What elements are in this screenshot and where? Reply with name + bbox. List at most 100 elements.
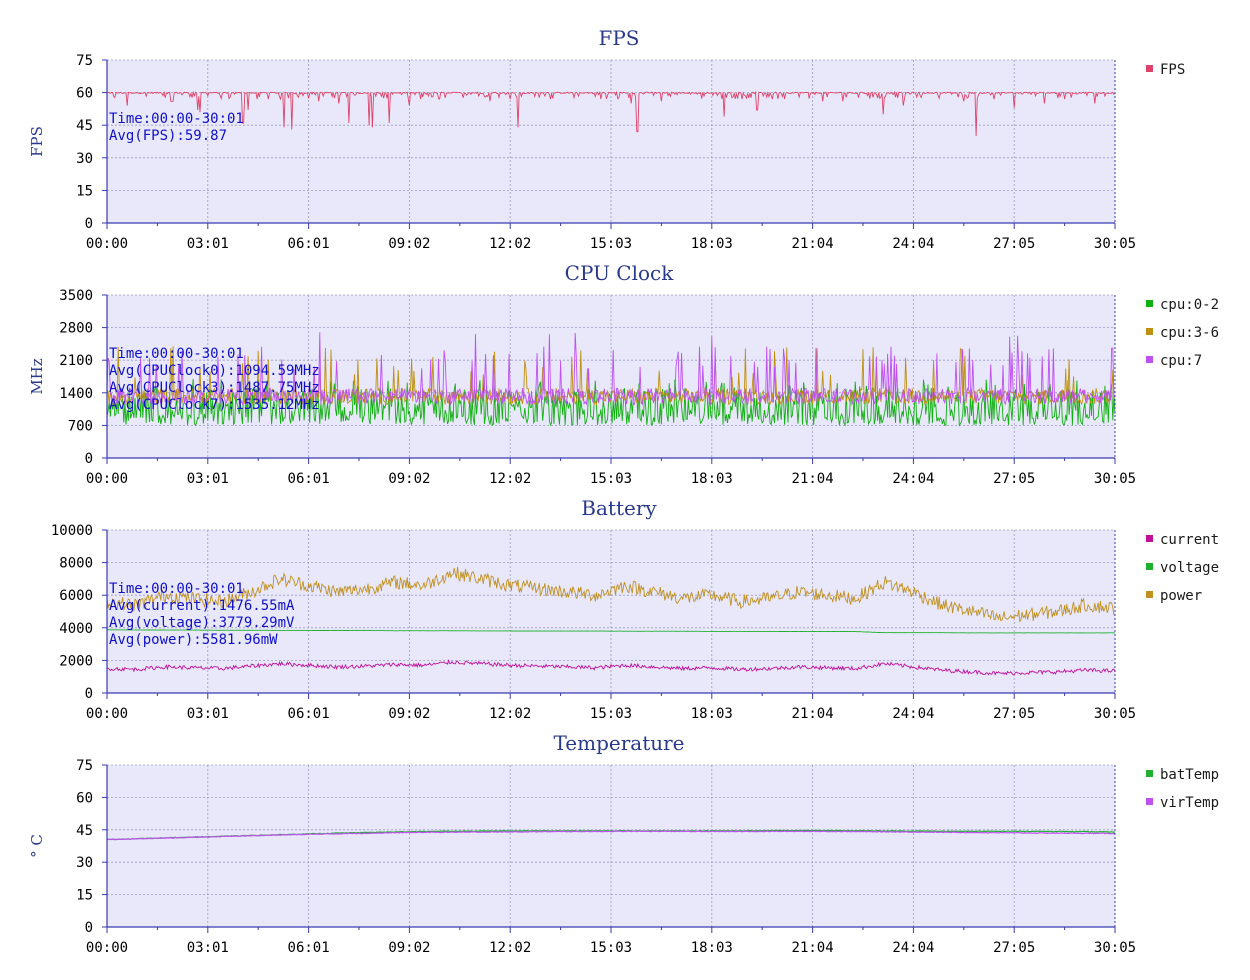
y-tick-label: 700 [68, 418, 93, 434]
x-tick-label: 03:01 [187, 940, 229, 956]
x-tick-label: 18:03 [691, 706, 733, 722]
annotation-text: Avg(FPS):59.87 [109, 128, 227, 144]
y-tick-label: 2000 [59, 653, 93, 669]
y-tick-label: 8000 [59, 556, 93, 572]
x-tick-label: 12:02 [489, 940, 531, 956]
legend-label: cpu:7 [1160, 353, 1202, 369]
annotation-text: Time:00:00-30:01 [109, 581, 244, 597]
legend-label: voltage [1160, 560, 1219, 576]
x-tick-label: 18:03 [691, 940, 733, 956]
chart-panel-3: batTemp virTemp 00:00 03:01 06:01 09:02 12:02 1… [28, 731, 1219, 956]
chart-title: CPU Clock [565, 261, 675, 285]
series-line-cpu-0-2 [106, 378, 1116, 427]
x-tick-label: 15:03 [590, 471, 632, 487]
x-tick-label: 15:03 [590, 940, 632, 956]
x-tick-label: 06:01 [288, 706, 330, 722]
series-line-voltage [106, 629, 1115, 634]
y-tick-label: 1400 [59, 386, 93, 402]
legend-swatch [1146, 563, 1153, 570]
legend-label: cpu:3-6 [1160, 325, 1219, 341]
chart-title: Battery [581, 496, 657, 520]
chart-panel-2: current voltage power 00:00 03:01 06:01 09:02 1… [51, 496, 1219, 722]
x-tick-label: 03:01 [187, 236, 229, 252]
x-tick-label: 18:03 [691, 471, 733, 487]
x-tick-label: 30:05 [1094, 940, 1136, 956]
x-tick-label: 00:00 [86, 706, 128, 722]
x-tick-label: 12:02 [489, 471, 531, 487]
legend-swatch [1146, 535, 1153, 542]
series-line-current [106, 659, 1116, 676]
x-tick-label: 24:04 [892, 940, 934, 956]
annotation-text: Avg(CPUClock7):1535.12MHz [109, 397, 320, 413]
y-tick-label: 3500 [59, 288, 93, 304]
x-tick-label: 15:03 [590, 236, 632, 252]
y-tick-label: 0 [85, 451, 93, 467]
y-tick-label: 30 [76, 855, 93, 871]
y-tick-label: 45 [76, 823, 93, 839]
annotation-text: Avg(CPUClock3):1487.75MHz [109, 380, 320, 396]
legend-label: cpu:0-2 [1160, 297, 1219, 313]
y-axis-label: MHz [28, 358, 46, 394]
x-tick-label: 00:00 [86, 940, 128, 956]
x-tick-label: 27:05 [993, 940, 1035, 956]
legend-swatch [1146, 300, 1153, 307]
chart-panel-0: FPS 00:00 03:01 06:01 09:02 12:02 15:03 18:03 21… [28, 26, 1185, 252]
legend-label: current [1160, 532, 1219, 548]
y-tick-label: 2800 [59, 321, 93, 337]
x-tick-label: 09:02 [388, 706, 430, 722]
y-tick-label: 60 [76, 86, 93, 102]
legend-swatch [1146, 798, 1153, 805]
series-line-power [106, 566, 1116, 623]
x-tick-label: 09:02 [388, 236, 430, 252]
annotation-text: Avg(voltage):3779.29mV [109, 615, 295, 631]
y-tick-label: 0 [85, 920, 93, 936]
x-tick-label: 00:00 [86, 471, 128, 487]
y-tick-label: 2100 [59, 353, 93, 369]
legend-label: power [1160, 588, 1202, 604]
annotation-text: Time:00:00-30:01 [109, 346, 244, 362]
series-line-cpu-7 [106, 332, 1116, 406]
y-tick-label: 4000 [59, 621, 93, 637]
series-line-FPS [107, 90, 1116, 137]
y-axis-label: FPS [28, 126, 46, 157]
annotation-text: Avg(current):1476.55mA [109, 598, 295, 614]
x-tick-label: 21:04 [792, 471, 834, 487]
y-tick-label: 10000 [51, 523, 93, 539]
y-tick-label: 60 [76, 790, 93, 806]
x-tick-label: 06:01 [288, 236, 330, 252]
y-tick-label: 75 [76, 53, 93, 69]
x-tick-label: 30:05 [1094, 471, 1136, 487]
x-tick-label: 12:02 [489, 236, 531, 252]
y-tick-label: 30 [76, 151, 93, 167]
annotation-text: Avg(power):5581.96mW [109, 632, 278, 648]
x-tick-label: 21:04 [792, 706, 834, 722]
legend-label: batTemp [1160, 767, 1219, 783]
x-tick-label: 15:03 [590, 706, 632, 722]
x-tick-label: 03:01 [187, 706, 229, 722]
x-tick-label: 27:05 [993, 706, 1035, 722]
legend-swatch [1146, 770, 1153, 777]
y-tick-label: 0 [85, 216, 93, 232]
y-axis-label: ° C [28, 834, 46, 858]
legend-label: FPS [1160, 62, 1185, 78]
series-line-virTemp [106, 830, 1116, 841]
chart-title: FPS [598, 26, 639, 50]
x-tick-label: 30:05 [1094, 706, 1136, 722]
annotation-text: Time:00:00-30:01 [109, 111, 244, 127]
x-tick-label: 21:04 [792, 940, 834, 956]
legend-label: virTemp [1160, 795, 1219, 811]
x-tick-label: 21:04 [792, 236, 834, 252]
x-tick-label: 30:05 [1094, 236, 1136, 252]
y-tick-label: 6000 [59, 588, 93, 604]
x-tick-label: 09:02 [388, 471, 430, 487]
x-tick-label: 12:02 [489, 706, 531, 722]
y-tick-label: 15 [76, 183, 93, 199]
chart-panel-1: cpu:0-2 cpu:3-6 cpu:7 00:00 03:01 06:01 09:02 1… [28, 261, 1219, 487]
x-tick-label: 27:05 [993, 236, 1035, 252]
x-tick-label: 06:01 [288, 940, 330, 956]
x-tick-label: 27:05 [993, 471, 1035, 487]
x-tick-label: 24:04 [892, 236, 934, 252]
legend-swatch [1146, 328, 1153, 335]
y-tick-label: 0 [85, 686, 93, 702]
